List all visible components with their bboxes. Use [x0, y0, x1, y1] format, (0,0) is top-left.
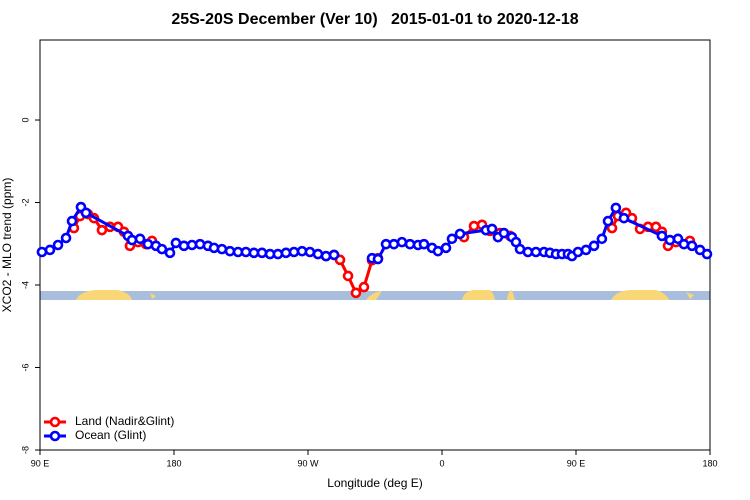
point [288, 246, 300, 258]
point [610, 202, 622, 214]
x-tick-label: 90 E [567, 458, 586, 468]
point [328, 249, 340, 261]
point [418, 238, 430, 250]
point [272, 248, 284, 260]
legend-label: Land (Nadir&Glint) [75, 414, 174, 428]
point [701, 248, 713, 260]
point [602, 215, 614, 227]
point [342, 270, 354, 282]
point [320, 250, 332, 262]
point [358, 281, 370, 293]
point [372, 253, 384, 265]
series-line [41, 204, 708, 261]
point [256, 247, 268, 259]
x-axis-label: Longitude (deg E) [327, 476, 422, 490]
point [66, 215, 78, 227]
point [178, 240, 190, 252]
point [446, 233, 458, 245]
point [596, 233, 608, 245]
point [498, 227, 510, 239]
point [280, 247, 292, 259]
point [454, 228, 466, 240]
y-tick-label: -6 [20, 363, 30, 371]
x-tick-label: 180 [702, 458, 717, 468]
point [156, 243, 168, 255]
point [588, 240, 600, 252]
point [240, 246, 252, 258]
point [468, 220, 480, 232]
legend-label: Ocean (Glint) [75, 428, 146, 442]
y-axis-label: XCO2 - MLO trend (ppm) [0, 178, 14, 313]
land-mask [40, 290, 710, 300]
point [134, 233, 146, 245]
plot-frame [39, 39, 711, 451]
legend-marker [49, 430, 61, 442]
legend-marker [49, 416, 61, 428]
point [52, 239, 64, 251]
point [686, 240, 698, 252]
point [350, 287, 362, 299]
point [142, 238, 154, 250]
point [126, 234, 138, 246]
point [224, 245, 236, 257]
point [618, 212, 630, 224]
x-tick-label: 0 [439, 458, 444, 468]
point [60, 232, 72, 244]
y-tick-label: 0 [20, 118, 30, 123]
y-tick-label: -4 [20, 281, 30, 289]
y-tick-label: -2 [20, 199, 30, 207]
chart-title: 25S-20S December (Ver 10) 2015-01-01 to … [171, 11, 578, 28]
point [80, 207, 92, 219]
point [186, 239, 198, 251]
point [404, 238, 416, 250]
point [678, 238, 690, 250]
point [664, 234, 676, 246]
x-tick-label: 180 [166, 458, 181, 468]
point [486, 223, 498, 235]
point [580, 244, 592, 256]
y-tick-label: -8 [20, 446, 30, 454]
point [440, 242, 452, 254]
x-tick-label: 90 E [31, 458, 50, 468]
x-tick-label: 90 W [297, 458, 319, 468]
point [164, 247, 176, 259]
point [44, 244, 56, 256]
point [656, 230, 668, 242]
